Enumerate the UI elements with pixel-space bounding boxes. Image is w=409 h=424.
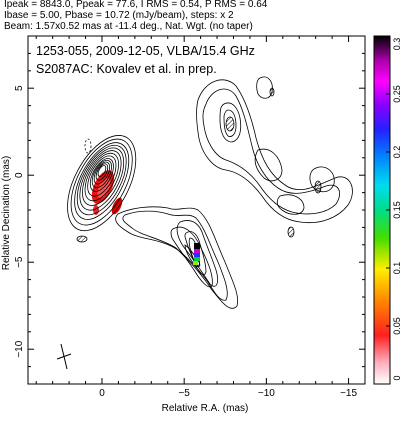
core-contour-level [93, 161, 111, 185]
axis-ticks [28, 36, 366, 384]
header-line2: Ibase = 5.00, Pbase = 10.72 (mJy/beam), … [4, 10, 234, 21]
colorbar-tick-label: 0.05 [392, 317, 402, 335]
core-contour-level [87, 155, 117, 197]
axis-tick-labels: 0 −5 −10 −15 5 0 −5 −10 [14, 85, 357, 399]
colorbar-tick-label: 0.25 [392, 85, 402, 103]
core-contour-level [82, 150, 122, 206]
plot-frame [27, 35, 366, 385]
x-tick-label: −10 [258, 388, 275, 399]
source-annotation: 1253-055, 2009-12-05, VLBA/15.4 GHz [36, 44, 255, 58]
y-axis-title: Relative Decination (mas) [1, 156, 12, 271]
y-tick-label: 0 [14, 172, 25, 178]
knot-polarization-color [193, 243, 200, 265]
x-tick-label: 0 [99, 388, 105, 399]
x-tick-label: −15 [340, 388, 357, 399]
colorbar-tick-label: 0.3 [392, 38, 402, 51]
y-tick-label: −10 [14, 340, 25, 357]
dashed-negative-contour [84, 138, 92, 154]
contour-layer [56, 76, 353, 370]
reference-annotation: S2087AC: Kovalev et al. in prep. [36, 62, 217, 76]
core-contour-level [79, 147, 125, 211]
header-line3: Beam: 1.57x0.52 mas at -11.4 deg., Nat. … [4, 21, 253, 32]
core-contours [67, 135, 137, 232]
core-contour-level [70, 138, 133, 226]
hatched-regions [76, 87, 322, 243]
colorbar-tick-label: 0.2 [392, 146, 402, 159]
colorbar-tick-labels: 0 0.05 0.1 0.15 0.2 0.25 0.3 [392, 38, 402, 381]
core-contour-level [89, 158, 114, 192]
core-contour-level [67, 135, 137, 232]
y-tick-label: 5 [14, 85, 25, 91]
core-contour-level [95, 163, 109, 181]
core-contour-level [97, 165, 107, 177]
colorbar-tick-label: 0.15 [392, 201, 402, 219]
header-line1: Ipeak = 8843.0, Ppeak = 77.6, I RMS = 0.… [4, 0, 268, 10]
y-tick-label: −5 [14, 256, 25, 268]
x-tick-label: −5 [178, 388, 190, 399]
colorbar-tick-label: 0 [392, 375, 402, 380]
core-contour-level [74, 142, 130, 220]
colorbar-tick-label: 0.1 [392, 262, 402, 275]
core-contour-level [91, 159, 112, 189]
colorbar-ticks [386, 35, 390, 385]
beam-cross [56, 343, 72, 370]
core-contour-level [84, 152, 119, 202]
x-axis-title: Relative R.A. (mas) [162, 403, 249, 414]
core-contour-level [76, 144, 127, 216]
